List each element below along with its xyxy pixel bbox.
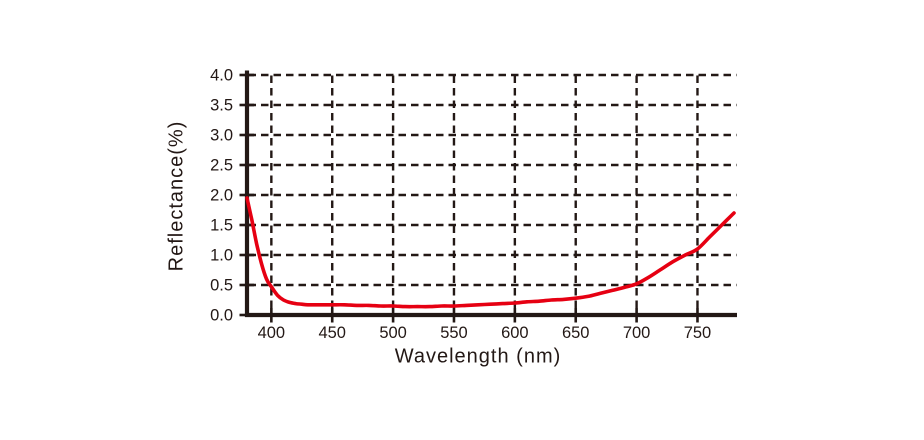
y-tick-label: 0.0 <box>210 307 233 325</box>
tick-labels: 0.0 0.5 1.0 1.5 2.0 2.5 3.0 3.5 4.0 400 450 500 550 6… <box>210 67 711 343</box>
y-tick-label: 2.5 <box>210 157 233 175</box>
x-tick-label: 550 <box>440 324 468 342</box>
series-line <box>245 196 736 309</box>
x-tick-label: 400 <box>258 324 286 342</box>
x-tick-label: 500 <box>379 324 407 342</box>
y-tick-label: 3.5 <box>210 97 233 115</box>
y-axis-title: Reflectance(%) <box>165 120 188 272</box>
x-tick-label: 600 <box>501 324 529 342</box>
y-tick-label: 3.0 <box>210 127 233 145</box>
y-tick-label: 2.0 <box>210 187 233 205</box>
y-tick-label: 0.5 <box>210 277 233 295</box>
x-tick-label: 450 <box>318 324 346 342</box>
y-tick-label: 1.5 <box>210 217 233 235</box>
x-tick-label: 750 <box>684 324 712 342</box>
reflectance-curve <box>245 196 736 309</box>
x-axis-title: Wavelength (nm) <box>394 345 562 368</box>
y-tick-label: 4.0 <box>210 67 233 85</box>
y-tick-label: 1.0 <box>210 247 233 265</box>
gridlines <box>248 73 737 313</box>
axes <box>244 70 737 318</box>
x-tick-label: 650 <box>562 324 590 342</box>
x-tick-label: 700 <box>623 324 651 342</box>
